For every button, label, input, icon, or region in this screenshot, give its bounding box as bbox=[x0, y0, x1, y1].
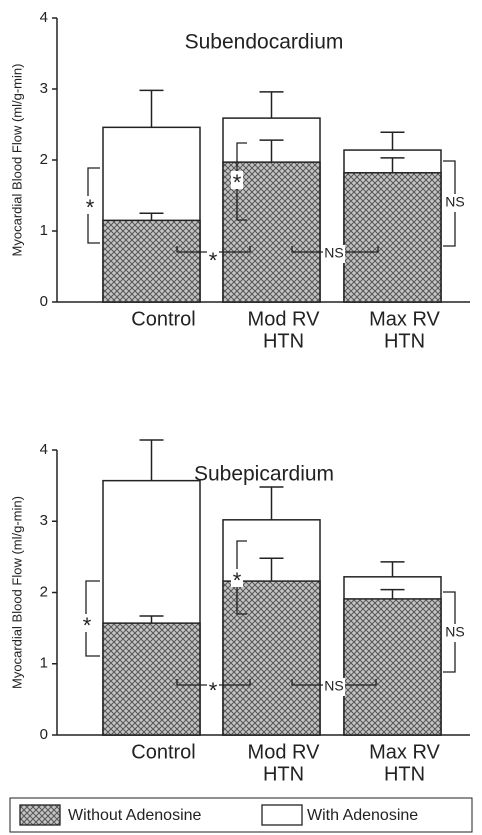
error-bar bbox=[139, 212, 164, 221]
bar bbox=[343, 172, 442, 303]
y-tick-label: 1 bbox=[40, 222, 48, 239]
x-tick-label: HTN bbox=[384, 763, 425, 785]
y-axis-label: Myocardial Blood Flow (ml/g-min) bbox=[9, 496, 24, 689]
y-tick-label: 0 bbox=[40, 726, 48, 743]
bar bbox=[222, 580, 321, 736]
annotation-bg bbox=[81, 614, 93, 632]
error-bar bbox=[139, 89, 164, 128]
legend-label: Without Adenosine bbox=[68, 807, 202, 824]
bar bbox=[343, 598, 442, 736]
annotation: * bbox=[86, 195, 95, 220]
annotation: * bbox=[209, 678, 218, 703]
annotation-bg bbox=[207, 249, 219, 267]
y-tick-label: 3 bbox=[40, 80, 48, 97]
error-bar bbox=[259, 486, 284, 520]
chart-title: Subepicardium bbox=[194, 463, 334, 486]
error-bar bbox=[380, 588, 405, 599]
x-tick-label: Mod RV bbox=[248, 308, 321, 330]
y-tick-label: 1 bbox=[40, 655, 48, 672]
legend-swatch bbox=[19, 804, 61, 826]
error-bar bbox=[380, 157, 405, 173]
annotation-bg bbox=[323, 245, 345, 263]
x-tick-label: HTN bbox=[384, 330, 425, 352]
x-tick-label: Mod RV bbox=[248, 741, 321, 763]
annotation-bg bbox=[444, 194, 466, 212]
x-tick-label: HTN bbox=[263, 330, 304, 352]
annotation: * bbox=[83, 613, 92, 638]
annotation-bg bbox=[207, 679, 219, 697]
annotation: * bbox=[233, 170, 242, 195]
y-axis-label: Myocardial Blood Flow (ml/g-min) bbox=[9, 64, 24, 257]
error-bar bbox=[259, 139, 284, 163]
annotation-bg bbox=[84, 196, 96, 214]
error-bar bbox=[259, 91, 284, 119]
error-bar bbox=[259, 557, 284, 582]
x-tick-label: Control bbox=[131, 741, 195, 763]
annotation: NS bbox=[324, 245, 343, 261]
annotation: NS bbox=[324, 678, 343, 694]
error-bar bbox=[139, 439, 164, 481]
x-tick-label: Control bbox=[131, 308, 195, 330]
y-tick-label: 2 bbox=[40, 151, 48, 168]
legend-label: With Adenosine bbox=[307, 807, 418, 824]
annotation: * bbox=[233, 568, 242, 593]
y-tick-label: 4 bbox=[40, 441, 48, 458]
error-bar bbox=[380, 561, 405, 577]
legend-box bbox=[9, 797, 473, 833]
y-tick-label: 4 bbox=[40, 9, 48, 26]
chart-title: Subendocardium bbox=[185, 31, 344, 54]
error-bar bbox=[380, 131, 405, 151]
legend-swatch bbox=[261, 804, 303, 826]
annotation-bg bbox=[323, 678, 345, 696]
annotation: * bbox=[209, 248, 218, 273]
x-tick-label: HTN bbox=[263, 763, 304, 785]
annotation-bg bbox=[231, 569, 243, 587]
y-tick-label: 3 bbox=[40, 512, 48, 529]
error-bar bbox=[139, 615, 164, 624]
x-tick-label: Max RV bbox=[369, 308, 440, 330]
annotation-bg bbox=[231, 171, 243, 189]
bar bbox=[102, 219, 201, 303]
y-tick-label: 0 bbox=[40, 293, 48, 310]
y-tick-label: 2 bbox=[40, 583, 48, 600]
annotation-bg bbox=[444, 624, 466, 642]
annotation: NS bbox=[445, 194, 464, 210]
annotation: NS bbox=[445, 624, 464, 640]
x-tick-label: Max RV bbox=[369, 741, 440, 763]
bar bbox=[102, 622, 201, 736]
